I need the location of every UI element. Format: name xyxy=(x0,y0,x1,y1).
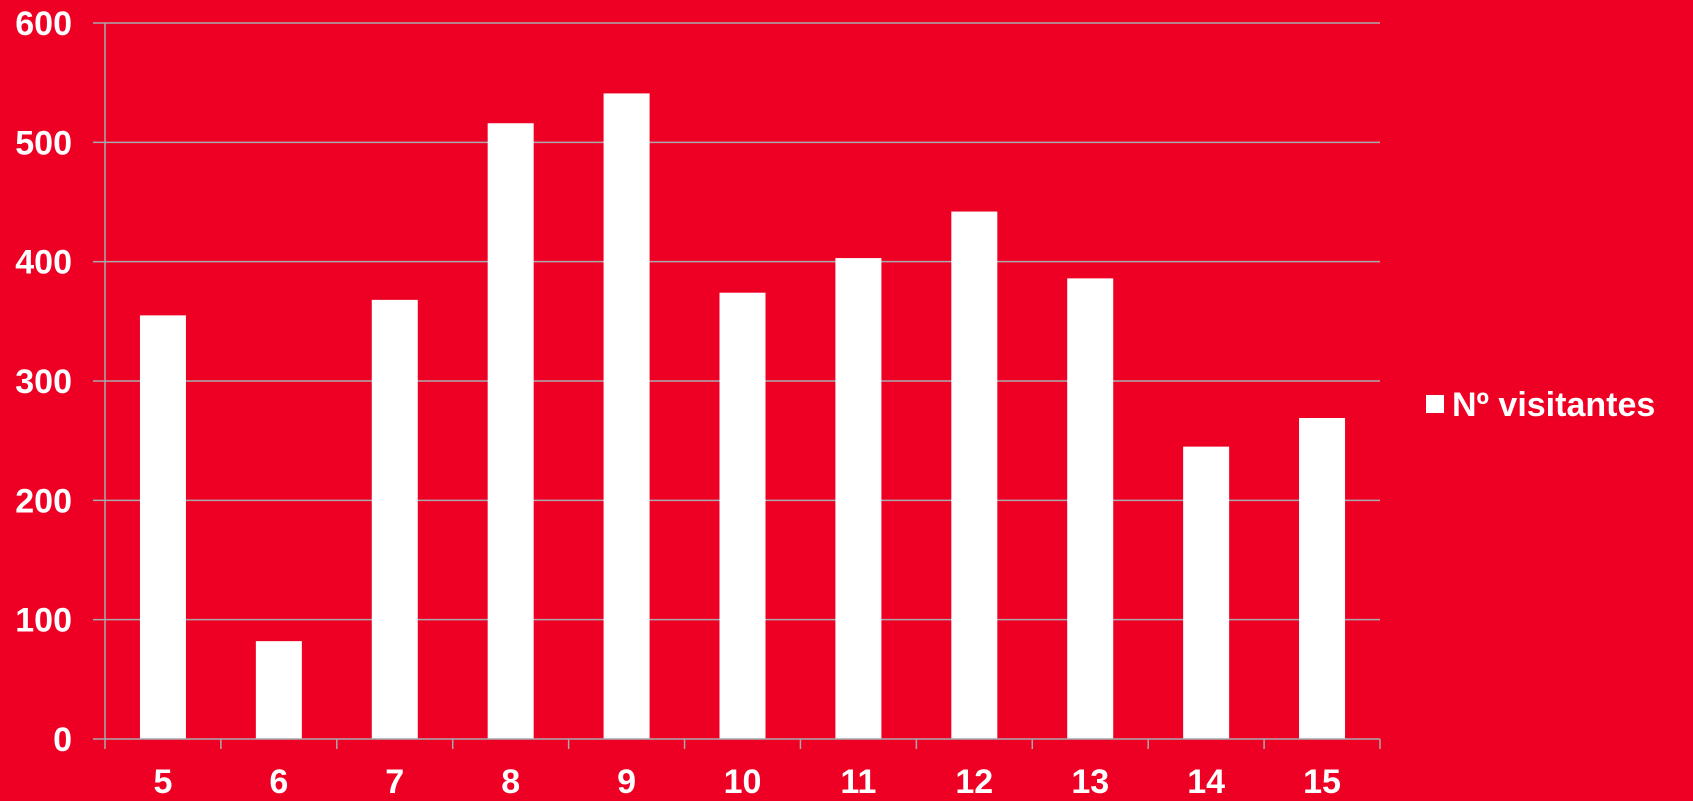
x-tick-label: 6 xyxy=(269,763,288,801)
y-tick-label: 400 xyxy=(15,244,72,282)
bar xyxy=(719,292,766,739)
bar xyxy=(835,258,882,739)
y-tick-label: 0 xyxy=(53,721,72,759)
x-tick-label: 8 xyxy=(501,763,520,801)
x-tick-label: 11 xyxy=(840,763,876,801)
x-tick-label: 7 xyxy=(385,763,404,801)
x-tick-label: 13 xyxy=(1071,763,1109,801)
y-tick-label: 200 xyxy=(15,482,72,520)
y-tick-label: 500 xyxy=(15,124,72,162)
bar xyxy=(1183,446,1230,739)
x-tick-label: 12 xyxy=(955,763,993,801)
bar xyxy=(139,315,186,739)
x-tick-label: 14 xyxy=(1187,763,1225,801)
bar xyxy=(487,123,534,740)
legend-swatch xyxy=(1426,395,1444,413)
bar xyxy=(1299,417,1346,739)
y-tick-labels: 0 100 200 300 400 500 600 xyxy=(15,5,72,759)
bar xyxy=(1067,278,1114,739)
bars xyxy=(139,93,1346,740)
y-tick-label: 600 xyxy=(15,5,72,43)
x-tick-label: 5 xyxy=(153,763,172,801)
y-tick-label: 100 xyxy=(15,602,72,640)
bar xyxy=(951,211,998,740)
axes xyxy=(93,22,1381,749)
bar xyxy=(371,299,418,739)
legend: Nº visitantes xyxy=(1426,386,1655,424)
x-tick-label: 10 xyxy=(724,763,762,801)
legend-label: Nº visitantes xyxy=(1452,386,1655,424)
bar xyxy=(255,641,302,739)
bar xyxy=(603,93,650,739)
x-tick-label: 9 xyxy=(617,763,636,801)
x-tick-label: 15 xyxy=(1303,763,1341,801)
x-tick-labels: 5 6 7 8 9 10 11 12 13 14 15 xyxy=(153,763,1340,801)
y-tick-label: 300 xyxy=(15,363,72,401)
